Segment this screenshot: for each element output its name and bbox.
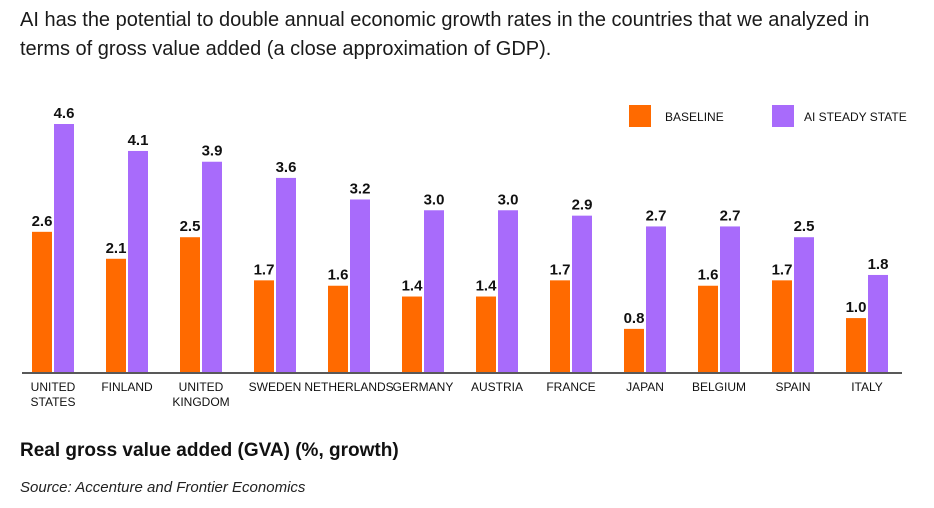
legend-swatch-ai [772, 105, 794, 127]
category-label: NETHERLANDS [304, 380, 393, 394]
category-label-line: NETHERLANDS [304, 380, 393, 394]
category-label-line: FRANCE [546, 380, 595, 394]
ai-bar [202, 161, 222, 372]
ai-value-label: 4.6 [54, 105, 75, 122]
ai-bar [54, 124, 74, 372]
baseline-bar [402, 296, 422, 372]
baseline-value-label: 2.5 [180, 218, 201, 235]
baseline-bar [328, 285, 348, 372]
baseline-value-label: 1.7 [550, 261, 571, 278]
ai-value-label: 3.6 [276, 159, 297, 176]
category-label: FINLAND [101, 380, 153, 394]
baseline-value-label: 1.6 [328, 267, 349, 284]
category-label: JAPAN [626, 380, 664, 394]
ai-value-label: 2.9 [572, 197, 593, 214]
category-label: UNITED STATES [31, 380, 76, 409]
ai-bar [720, 226, 740, 372]
source-note: Source: Accenture and Frontier Economics [20, 479, 306, 496]
baseline-bar [180, 237, 200, 372]
chart-headline: AI has the potential to double annual ec… [20, 9, 870, 60]
category-label: SWEDEN [249, 380, 302, 394]
ai-bar [350, 199, 370, 372]
category-label: GERMANY [393, 380, 454, 394]
category-label-line: JAPAN [626, 380, 664, 394]
baseline-bar [698, 285, 718, 372]
ai-value-label: 1.8 [868, 256, 889, 273]
baseline-bar [32, 231, 52, 372]
baseline-value-label: 2.6 [32, 213, 53, 230]
baseline-bar [846, 318, 866, 372]
category-label: FRANCE [546, 380, 595, 394]
category-label-line: UNITED [31, 380, 76, 394]
legend-label-ai: AI STEADY STATE [804, 110, 907, 124]
baseline-bar [772, 280, 792, 372]
baseline-value-label: 1.4 [402, 278, 424, 295]
category-label: BELGIUM [692, 380, 746, 394]
baseline-bar [624, 328, 644, 372]
category-label-line: KINGDOM [172, 395, 229, 409]
ai-value-label: 2.5 [794, 218, 815, 235]
ai-value-label: 3.0 [498, 191, 519, 208]
baseline-value-label: 1.7 [772, 261, 793, 278]
ai-bar [276, 177, 296, 372]
baseline-bar [106, 258, 126, 372]
legend-swatch-baseline [629, 105, 651, 127]
ai-bar [424, 210, 444, 372]
category-label-line: SWEDEN [249, 380, 302, 394]
baseline-bar [550, 280, 570, 372]
category-label-line: UNITED [179, 380, 224, 394]
ai-bar [868, 274, 888, 372]
baseline-value-label: 1.4 [476, 278, 498, 295]
chart-title: Real gross value added (GVA) (%, growth) [20, 440, 399, 461]
baseline-value-label: 1.7 [254, 261, 275, 278]
category-label-line: BELGIUM [692, 380, 746, 394]
ai-value-label: 4.1 [128, 132, 149, 149]
ai-value-label: 3.2 [350, 180, 371, 197]
ai-bar [646, 226, 666, 372]
ai-bar [498, 210, 518, 372]
ai-bar [128, 150, 148, 372]
category-label-line: ITALY [851, 380, 883, 394]
category-label-line: SPAIN [775, 380, 810, 394]
ai-value-label: 2.7 [646, 207, 667, 224]
baseline-value-label: 0.8 [624, 310, 645, 327]
ai-bar [572, 215, 592, 372]
category-label: ITALY [851, 380, 883, 394]
baseline-value-label: 1.6 [698, 267, 719, 284]
category-label-line: FINLAND [101, 380, 153, 394]
category-label: AUSTRIA [471, 380, 523, 394]
baseline-bar [254, 280, 274, 372]
legend-label-baseline: BASELINE [665, 110, 724, 124]
category-label-line: GERMANY [393, 380, 454, 394]
baseline-value-label: 2.1 [106, 240, 127, 257]
category-label-line: AUSTRIA [471, 380, 523, 394]
category-label-line: STATES [31, 395, 76, 409]
baseline-bar [476, 296, 496, 372]
ai-value-label: 3.9 [202, 143, 223, 160]
category-label: UNITED KINGDOM [172, 380, 229, 409]
ai-bar [794, 237, 814, 372]
ai-value-label: 3.0 [424, 191, 445, 208]
category-label: SPAIN [775, 380, 810, 394]
ai-value-label: 2.7 [720, 207, 741, 224]
baseline-value-label: 1.0 [846, 299, 867, 316]
